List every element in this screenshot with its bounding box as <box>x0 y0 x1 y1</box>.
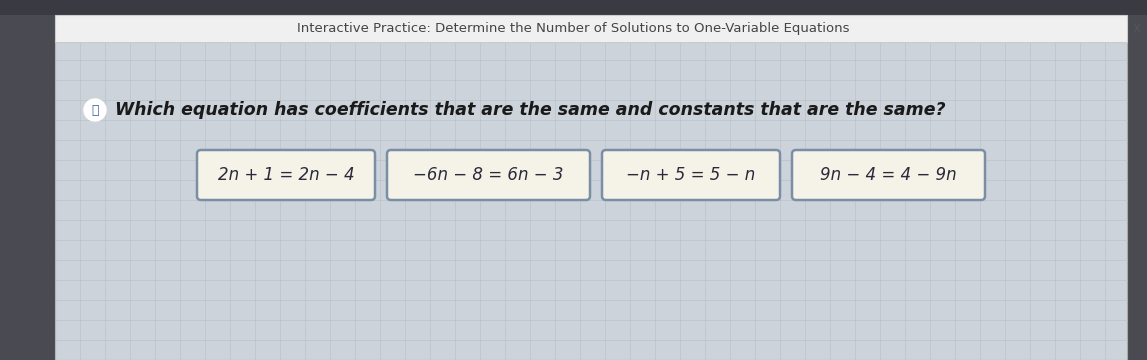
FancyBboxPatch shape <box>791 150 985 200</box>
Text: −6n − 8 = 6n − 3: −6n − 8 = 6n − 3 <box>413 166 563 184</box>
Text: 2n + 1 = 2n − 4: 2n + 1 = 2n − 4 <box>218 166 354 184</box>
FancyBboxPatch shape <box>55 15 1128 42</box>
FancyBboxPatch shape <box>197 150 375 200</box>
Text: 9n − 4 = 4 − 9n: 9n − 4 = 4 − 9n <box>820 166 957 184</box>
FancyBboxPatch shape <box>55 42 1128 360</box>
FancyBboxPatch shape <box>387 150 590 200</box>
Text: x: x <box>1133 22 1141 36</box>
Text: Which equation has coefficients that are the same and constants that are the sam: Which equation has coefficients that are… <box>115 101 945 119</box>
FancyBboxPatch shape <box>0 0 1147 15</box>
Text: Interactive Practice: Determine the Number of Solutions to One-Variable Equation: Interactive Practice: Determine the Numb… <box>297 22 850 35</box>
Circle shape <box>84 99 106 121</box>
Text: −n + 5 = 5 − n: −n + 5 = 5 − n <box>626 166 756 184</box>
FancyBboxPatch shape <box>602 150 780 200</box>
Text: 🔊: 🔊 <box>92 104 99 117</box>
